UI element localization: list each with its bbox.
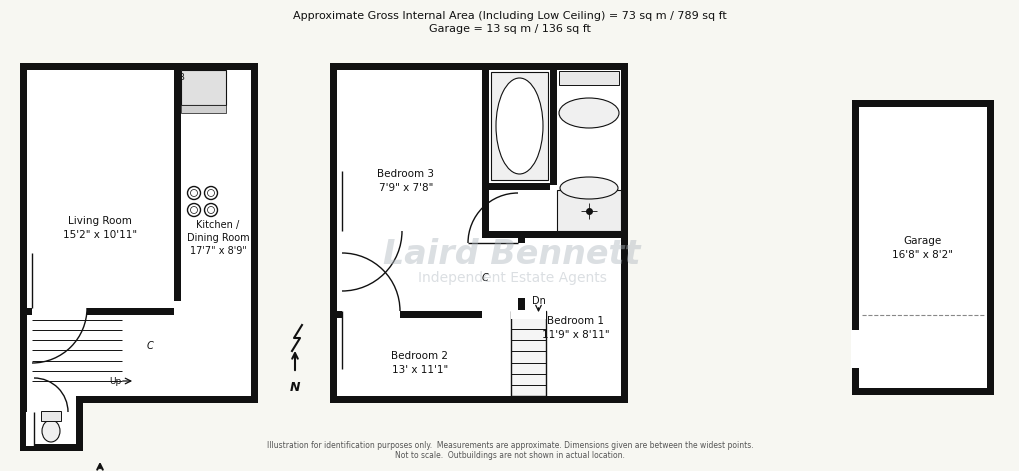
Text: C: C: [147, 341, 153, 351]
Bar: [511, 311, 545, 396]
Text: Garage = 13 sq m / 136 sq ft: Garage = 13 sq m / 136 sq ft: [429, 24, 590, 34]
Bar: [517, 243, 526, 298]
Bar: [26, 396, 76, 411]
Bar: [556, 190, 621, 231]
Bar: [511, 310, 545, 319]
Ellipse shape: [559, 177, 618, 199]
Text: Bedroom 2
13' x 11'1": Bedroom 2 13' x 11'1": [391, 351, 448, 374]
Text: B: B: [178, 73, 183, 81]
Text: Kitchen /
Dining Room
17'7" x 8'9": Kitchen / Dining Room 17'7" x 8'9": [186, 220, 249, 256]
Bar: [26, 410, 76, 444]
Bar: [25, 412, 35, 446]
Text: Bedroom 1
11'9" x 8'11": Bedroom 1 11'9" x 8'11": [542, 317, 609, 340]
Bar: [341, 230, 401, 239]
Bar: [336, 311, 482, 318]
Text: C: C: [481, 273, 488, 283]
Bar: [41, 411, 61, 421]
Bar: [490, 72, 547, 180]
Bar: [341, 310, 399, 319]
Text: Garage
16'8" x 8'2": Garage 16'8" x 8'2": [892, 236, 953, 260]
Text: Illustration for identification purposes only.  Measurements are approximate. Di: Illustration for identification purposes…: [266, 440, 753, 449]
Ellipse shape: [42, 420, 60, 442]
Bar: [180, 70, 226, 105]
Ellipse shape: [558, 98, 619, 128]
Text: Up: Up: [109, 376, 121, 385]
Text: Living Room
15'2" x 10'11": Living Room 15'2" x 10'11": [63, 216, 137, 240]
Bar: [518, 231, 525, 396]
Text: Not to scale.  Outbuildings are not shown in actual location.: Not to scale. Outbuildings are not shown…: [394, 452, 625, 461]
Text: Laird Bennett: Laird Bennett: [383, 238, 640, 271]
Bar: [558, 71, 619, 85]
Bar: [482, 70, 488, 238]
Bar: [26, 70, 251, 396]
Bar: [851, 100, 994, 395]
Bar: [336, 70, 621, 396]
Bar: [20, 403, 83, 451]
Text: Dn: Dn: [531, 296, 545, 306]
Text: N: N: [289, 381, 300, 394]
Bar: [180, 105, 226, 113]
Text: Bedroom 3
7'9" x 7'8": Bedroom 3 7'9" x 7'8": [377, 170, 434, 193]
Bar: [174, 70, 180, 301]
Bar: [26, 308, 174, 315]
Text: Approximate Gross Internal Area (Including Low Ceiling) = 73 sq m / 789 sq ft: Approximate Gross Internal Area (Includi…: [292, 11, 727, 21]
Bar: [858, 107, 986, 388]
Bar: [330, 63, 628, 403]
Bar: [482, 231, 621, 238]
Bar: [20, 63, 258, 403]
Bar: [488, 183, 549, 190]
Text: Independent Estate Agents: Independent Estate Agents: [417, 271, 606, 285]
Ellipse shape: [495, 78, 542, 174]
Bar: [850, 330, 859, 368]
Bar: [32, 307, 87, 316]
Bar: [549, 70, 556, 185]
